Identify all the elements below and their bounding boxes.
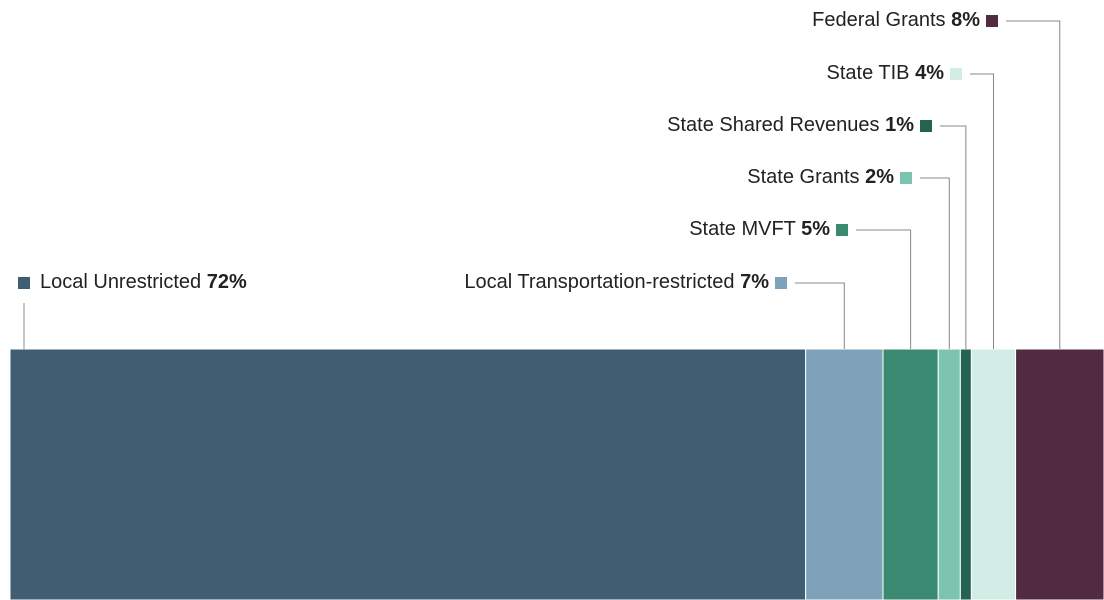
- segment-label: Local Unrestricted 72%: [40, 271, 247, 293]
- leader-line: [856, 229, 912, 349]
- legend-swatch: [18, 277, 30, 289]
- bar-segment: [970, 348, 1017, 600]
- leader-line: [970, 73, 994, 349]
- segment-name: State MVFT: [689, 218, 795, 240]
- legend-swatch: [900, 172, 912, 184]
- segment-label: State Shared Revenues 1%: [667, 114, 914, 136]
- legend-swatch: [836, 224, 848, 236]
- segment-label: Federal Grants 8%: [812, 9, 980, 31]
- bar-segment: [882, 348, 939, 600]
- legend-swatch: [920, 120, 932, 132]
- legend-swatch: [950, 68, 962, 80]
- leader-line: [940, 125, 967, 349]
- segment-name: State TIB: [827, 62, 910, 84]
- segment-name: Local Unrestricted: [40, 271, 201, 293]
- legend-swatch: [986, 15, 998, 27]
- segment-value: 8%: [951, 9, 980, 31]
- segment-value: 4%: [915, 62, 944, 84]
- leader-line: [795, 282, 845, 349]
- segment-label: State Grants 2%: [747, 166, 894, 188]
- bar-segment: [959, 348, 972, 600]
- bar-segment: [937, 348, 961, 600]
- segment-name: Federal Grants: [812, 9, 945, 31]
- segment-label: State MVFT 5%: [689, 218, 830, 240]
- segment-label: Local Transportation-restricted 7%: [464, 271, 769, 293]
- legend-swatch: [775, 277, 787, 289]
- segment-name: Local Transportation-restricted: [464, 271, 734, 293]
- segment-value: 1%: [885, 114, 914, 136]
- bar-segment: [9, 348, 807, 600]
- segment-value: 2%: [865, 166, 894, 188]
- segment-value: 7%: [740, 271, 769, 293]
- leader-line: [920, 177, 950, 349]
- segment-label: State TIB 4%: [827, 62, 945, 84]
- leader-line: [1006, 20, 1061, 349]
- bar-segment: [805, 348, 884, 600]
- segment-name: State Shared Revenues: [667, 114, 879, 136]
- segment-value: 5%: [801, 218, 830, 240]
- segment-value: 72%: [207, 271, 247, 293]
- segment-name: State Grants: [747, 166, 859, 188]
- bar-segment: [1015, 348, 1104, 600]
